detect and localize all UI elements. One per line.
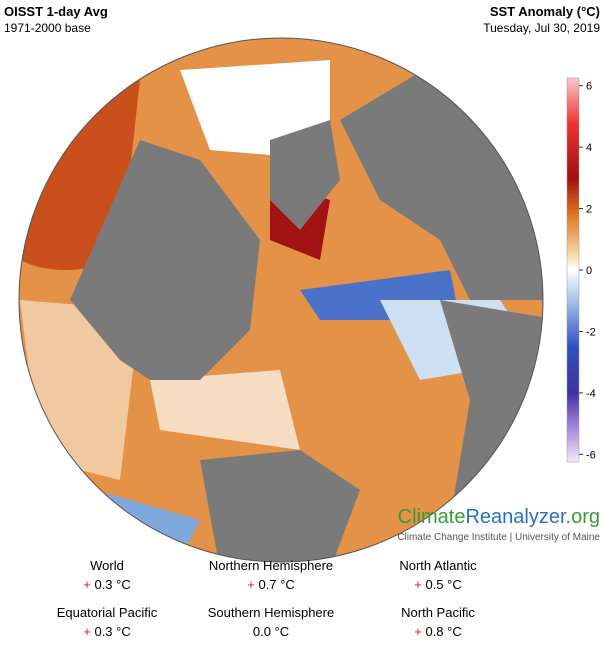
logo-tagline: Climate Change Institute | University of…: [397, 532, 600, 543]
stat-value: + 0.3 °C: [83, 577, 131, 592]
colorbar-tick-label: -6: [586, 449, 596, 461]
stat-sign: +: [83, 624, 91, 639]
colorbar-tick-label: 6: [586, 81, 592, 93]
stat-name: Southern Hemisphere: [208, 605, 334, 620]
colorbar: [566, 77, 580, 463]
stat-number: 0.8 °C: [425, 624, 461, 639]
colorbar-tick-label: -2: [586, 326, 596, 338]
date: Tuesday, Jul 30, 2019: [483, 21, 600, 35]
logo: ClimateReanalyzer.org: [398, 506, 600, 528]
logo-part: Climate: [398, 506, 466, 528]
stat-sign: +: [83, 577, 91, 592]
right-title: SST Anomaly (°C): [490, 4, 600, 19]
stat-sign: +: [247, 577, 255, 592]
stat-number: 0.5 °C: [425, 577, 461, 592]
stat-value: 0.0 °C: [253, 624, 289, 639]
stat-name: Equatorial Pacific: [57, 605, 158, 620]
stat-value: + 0.3 °C: [83, 624, 131, 639]
colorbar-tick-label: 4: [586, 142, 592, 154]
stat-name: North Pacific: [401, 605, 475, 620]
stat-value: + 0.7 °C: [247, 577, 295, 592]
stats: World + 0.3 °C Northern Hemisphere + 0.7 °C…: [57, 558, 477, 639]
stat-name: North Atlantic: [399, 558, 477, 573]
stat-number: 0.0 °C: [253, 624, 289, 639]
stat-value: + 0.8 °C: [414, 624, 462, 639]
stat-name: World: [90, 558, 124, 573]
stat-number: 0.3 °C: [94, 577, 130, 592]
colorbar-ticks: 6 4 2 0 -2 -4 -6: [579, 81, 596, 461]
logo-part: .org: [566, 506, 600, 528]
colorbar-tick-label: 2: [586, 204, 592, 216]
globe-outline: [18, 37, 544, 563]
stat-name: Northern Hemisphere: [209, 558, 333, 573]
stat-value: + 0.5 °C: [414, 577, 462, 592]
colorbar-tick-label: 0: [586, 265, 592, 277]
stat-number: 0.3 °C: [94, 624, 130, 639]
title: OISST 1-day Avg: [4, 4, 108, 19]
stat-sign: +: [414, 624, 422, 639]
colorbar-tick-label: -4: [586, 388, 596, 400]
stat-number: 0.7 °C: [258, 577, 294, 592]
stat-sign: +: [414, 577, 422, 592]
logo-part: Reanalyzer: [465, 506, 567, 528]
subtitle: 1971-2000 base: [4, 21, 91, 35]
